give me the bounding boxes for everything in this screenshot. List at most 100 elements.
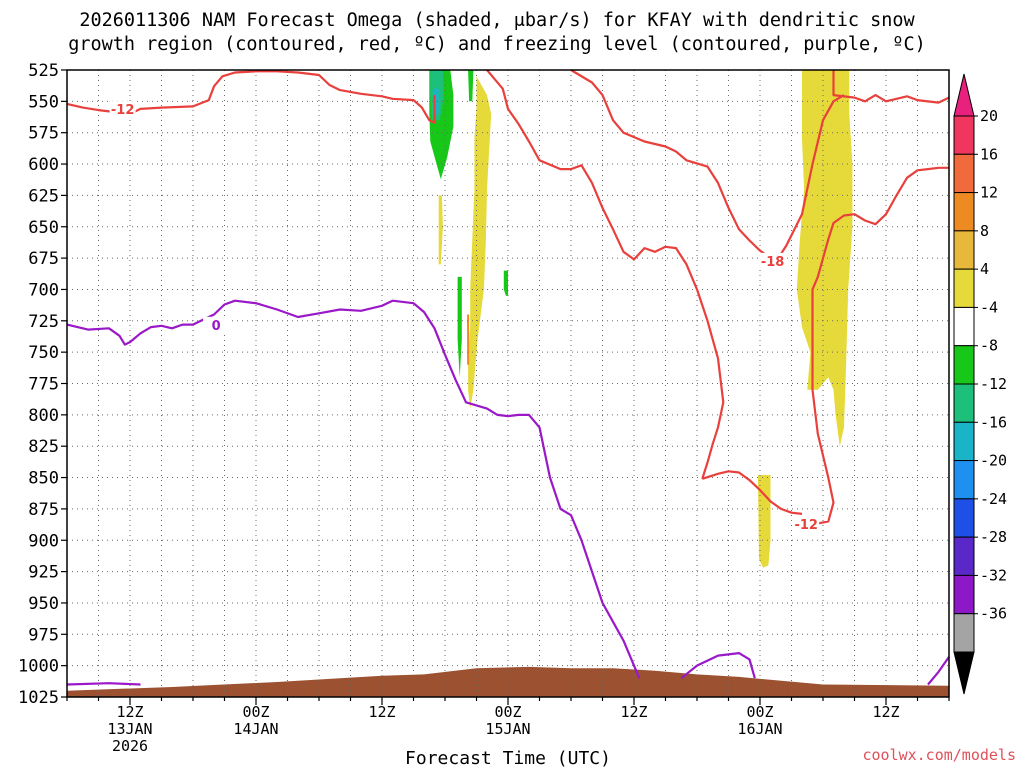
colorbar-box-1 [953,153,975,194]
omega-shading [429,70,853,568]
y-tick-label-575: 575 [28,124,59,144]
contour-label-1: 0 [212,319,221,334]
contour-labels: -12 0 -18 -12 [109,101,820,533]
omega-yellow-small [438,195,443,265]
title-line-2: growth region (contoured, red, ºC) and f… [68,34,926,55]
freezing-level-bottom-right [680,652,756,680]
colorbar-label-2: 12 [980,184,998,202]
y-tick-label-850: 850 [28,469,59,489]
omega-orange-line [467,314,470,365]
x-tick-label-78-0: 12Z [872,703,899,721]
freezing-level-bottom-left [66,682,141,686]
y-tick-label-775: 775 [28,375,59,395]
plot-area: -12 0 -18 -12 [66,69,950,698]
freezing-level-far-right [927,656,950,686]
y-tick-label-825: 825 [28,437,59,457]
x-tick-label-6-0: 12Z [116,703,143,721]
contour-minus18-lower [701,470,803,515]
colorbar-label-12: -32 [980,566,1007,584]
omega-green-right [503,270,508,296]
omega-yellow-right-main [796,70,853,447]
colorbar-box-6 [953,345,975,385]
colorbar-box-4 [953,268,975,308]
colorbar-box-13 [953,613,975,653]
colorbar-label-7: -12 [980,375,1007,393]
colorbar-label-0: 20 [980,107,998,125]
freezing-level-0C [66,299,641,679]
colorbar-label-6: -8 [980,337,998,355]
y-tick-label-900: 900 [28,531,59,551]
y-axis: 525 550 575 600 625 650 675 700 725 750 775 800 825 8… [18,61,67,708]
omega-green-mid [457,276,462,378]
y-tick-label-725: 725 [28,312,59,332]
x-tick-label-42-1: 15JAN [485,720,530,738]
colorbar-label-8: -16 [980,413,1007,431]
y-tick-label-875: 875 [28,500,59,520]
credit-text: coolwx.com/models [862,746,1016,764]
colorbar-label-13: -36 [980,605,1007,623]
colorbar-label-9: -20 [980,452,1007,470]
y-tick-label-750: 750 [28,343,59,363]
y-tick-label-525: 525 [28,61,59,81]
contour-label-bg-1 [203,316,230,333]
terrain [67,666,949,697]
title-line-1: 2026011306 NAM Forecast Omega (shaded, μ… [79,10,915,31]
x-tick-label-66-1: 16JAN [737,720,782,738]
colorbar: 20 16 12 8 4 -4 -8 -12 -16 -20 -24 -28 -32 -36 [953,73,1007,695]
contour-label-3: -12 [794,518,818,533]
x-tick-label-66-0: 00Z [746,703,773,721]
x-tick-label-30-0: 12Z [368,703,395,721]
colorbar-label-3: 8 [980,222,989,240]
x-tick-label-54-0: 12Z [620,703,647,721]
contour-label-2: -18 [761,255,785,270]
y-tick-label-650: 650 [28,218,59,238]
colorbar-box-2 [953,192,975,232]
colorbar-top-arrow [953,73,975,117]
y-tick-label-800: 800 [28,406,59,426]
y-tick-label-950: 950 [28,594,59,614]
y-tick-label-675: 675 [28,249,59,269]
x-tick-label-42-0: 00Z [494,703,521,721]
x-axis-label: Forecast Time (UTC) [405,748,611,768]
colorbar-box-9 [953,460,975,500]
colorbar-box-5 [953,306,975,347]
omega-yellow-upper [468,76,492,409]
contour-minus12-right-mid [801,166,949,528]
contour-minus18-upper [570,69,777,263]
colorbar-label-11: -28 [980,528,1007,546]
y-tick-label-625: 625 [28,186,59,206]
terrain-fill [67,666,949,697]
colorbar-box-10 [953,498,975,538]
colorbar-box-3 [953,230,975,270]
y-tick-label-1000: 1000 [18,657,59,677]
chart-title: 2026011306 NAM Forecast Omega (shaded, μ… [68,10,926,55]
y-tick-label-700: 700 [28,280,59,300]
y-tick-label-550: 550 [28,92,59,112]
x-tick-label-18-0: 00Z [242,703,269,721]
omega-green-sliver [468,70,474,102]
colorbar-bottom-arrow [953,651,975,695]
contour-minus12-lower [774,94,845,263]
contour-minus18-main [486,69,725,480]
colorbar-box-11 [953,536,975,576]
y-tick-label-600: 600 [28,155,59,175]
colorbar-label-1: 16 [980,145,998,163]
colorbar-label-10: -24 [980,490,1007,508]
y-tick-label-1025: 1025 [18,688,59,708]
colorbar-label-5: -4 [980,298,998,316]
colorbar-box-12 [953,574,975,615]
contours [66,69,950,686]
x-tick-label-6-1: 13JAN [107,720,152,738]
colorbar-box-0 [953,115,975,155]
y-tick-label-925: 925 [28,563,59,583]
colorbar-label-4: 4 [980,260,989,278]
x-tick-label-6-2: 2026 [112,737,148,755]
contour-label-bg-0 [109,101,136,118]
x-tick-label-18-1: 14JAN [233,720,278,738]
contour-label-0: -12 [111,103,135,118]
colorbar-box-8 [953,421,975,462]
contour-label-bg-2 [759,252,786,269]
colorbar-box-7 [953,383,975,423]
